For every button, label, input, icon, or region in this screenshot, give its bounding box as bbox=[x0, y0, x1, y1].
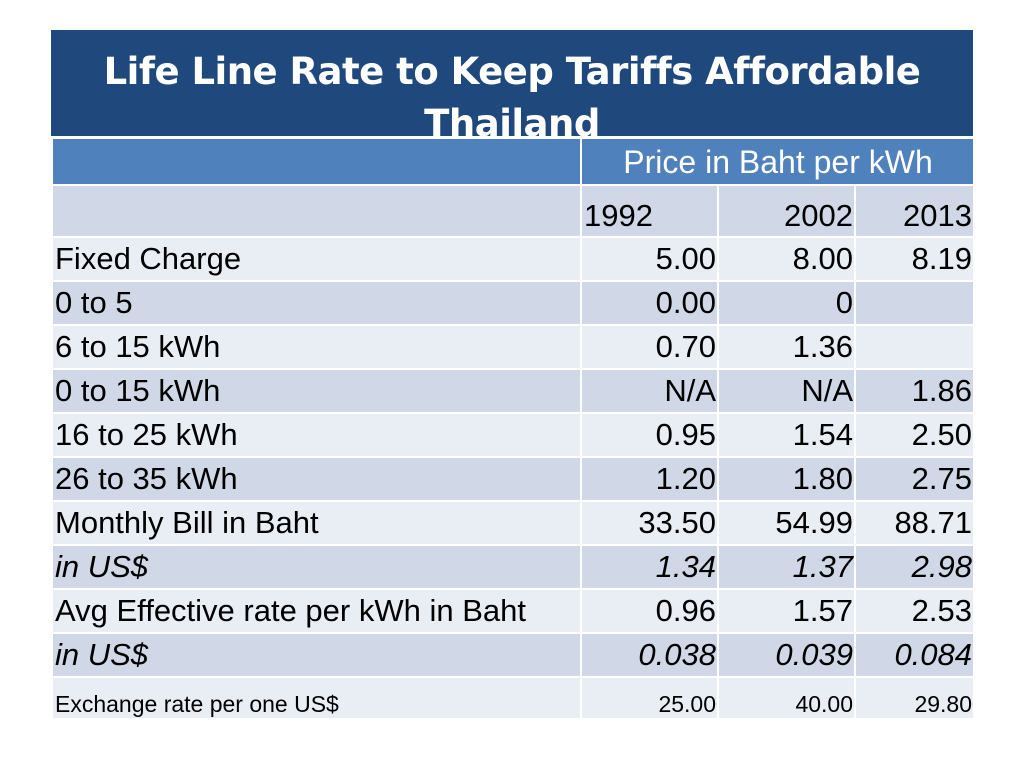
slide-title: Life Line Rate to Keep Tariffs Affordabl… bbox=[51, 30, 973, 145]
cell-2002: 1.57 bbox=[717, 588, 856, 634]
price-unit-header: Price in Baht per kWh bbox=[579, 137, 976, 186]
header-empty-cell bbox=[51, 137, 582, 186]
cell-2013: 8.19 bbox=[853, 236, 976, 282]
table-row: 26 to 35 kWh 1.20 1.80 2.75 bbox=[51, 456, 976, 502]
cell-2013: 29.80 bbox=[853, 676, 976, 720]
row-label: Avg Effective rate per kWh in Baht bbox=[51, 588, 582, 634]
table-row: 6 to 15 kWh 0.70 1.36 bbox=[51, 324, 976, 370]
cell-1992: 25.00 bbox=[580, 676, 719, 720]
cell-2013: 88.71 bbox=[853, 500, 976, 546]
year-header-2002: 2002 bbox=[717, 184, 856, 238]
table-row: Fixed Charge 5.00 8.00 8.19 bbox=[51, 236, 976, 282]
row-label: 26 to 35 kWh bbox=[51, 456, 582, 502]
tariff-table: Price in Baht per kWh 1992 2002 2013 Fix… bbox=[51, 137, 976, 720]
cell-1992: 1.34 bbox=[580, 544, 719, 590]
cell-2002: 1.54 bbox=[717, 412, 856, 458]
cell-2013: 2.98 bbox=[853, 544, 976, 590]
table-row: Monthly Bill in Baht 33.50 54.99 88.71 bbox=[51, 500, 976, 546]
row-label: Monthly Bill in Baht bbox=[51, 500, 582, 546]
cell-2002: 8.00 bbox=[717, 236, 856, 282]
table-row: 0 to 15 kWh N/A N/A 1.86 bbox=[51, 368, 976, 414]
cell-1992: 33.50 bbox=[580, 500, 719, 546]
table-row: 0 to 5 0.00 0 bbox=[51, 280, 976, 326]
cell-1992: N/A bbox=[580, 368, 719, 414]
table-row: Exchange rate per one US$ 25.00 40.00 29… bbox=[51, 676, 976, 720]
cell-1992: 1.20 bbox=[580, 456, 719, 502]
row-label: Exchange rate per one US$ bbox=[51, 676, 582, 720]
row-label: in US$ bbox=[51, 632, 582, 678]
cell-2002: N/A bbox=[717, 368, 856, 414]
row-label: in US$ bbox=[51, 544, 582, 590]
cell-1992: 5.00 bbox=[580, 236, 719, 282]
cell-1992: 0.95 bbox=[580, 412, 719, 458]
cell-1992: 0.96 bbox=[580, 588, 719, 634]
cell-1992: 0.038 bbox=[580, 632, 719, 678]
year-header-2013: 2013 bbox=[853, 184, 976, 238]
cell-2013: 1.86 bbox=[853, 368, 976, 414]
cell-1992: 0.00 bbox=[580, 280, 719, 326]
row-label: 16 to 25 kWh bbox=[51, 412, 582, 458]
cell-2013: 2.75 bbox=[853, 456, 976, 502]
cell-2002: 0.039 bbox=[717, 632, 856, 678]
cell-2013: 2.50 bbox=[853, 412, 976, 458]
row-label: 0 to 5 bbox=[51, 280, 582, 326]
table-row: Avg Effective rate per kWh in Baht 0.96 … bbox=[51, 588, 976, 634]
row-label: Fixed Charge bbox=[51, 236, 582, 282]
cell-2002: 1.37 bbox=[717, 544, 856, 590]
cell-2002: 1.80 bbox=[717, 456, 856, 502]
cell-2002: 40.00 bbox=[717, 676, 856, 720]
row-label: 6 to 15 kWh bbox=[51, 324, 582, 370]
table-row: 16 to 25 kWh 0.95 1.54 2.50 bbox=[51, 412, 976, 458]
cell-2013 bbox=[853, 324, 976, 370]
table-row: in US$ 0.038 0.039 0.084 bbox=[51, 632, 976, 678]
cell-1992: 0.70 bbox=[580, 324, 719, 370]
title-line-1: Life Line Rate to Keep Tariffs Affordabl… bbox=[103, 50, 921, 93]
year-header-1992: 1992 bbox=[580, 184, 719, 238]
cell-2002: 1.36 bbox=[717, 324, 856, 370]
years-empty-cell bbox=[51, 184, 582, 238]
cell-2002: 54.99 bbox=[717, 500, 856, 546]
table-row: in US$ 1.34 1.37 2.98 bbox=[51, 544, 976, 590]
years-row: 1992 2002 2013 bbox=[51, 184, 976, 238]
cell-2002: 0 bbox=[717, 280, 856, 326]
cell-2013: 0.084 bbox=[853, 632, 976, 678]
cell-2013 bbox=[853, 280, 976, 326]
row-label: 0 to 15 kWh bbox=[51, 368, 582, 414]
table-header-row: Price in Baht per kWh bbox=[51, 137, 976, 186]
cell-2013: 2.53 bbox=[853, 588, 976, 634]
